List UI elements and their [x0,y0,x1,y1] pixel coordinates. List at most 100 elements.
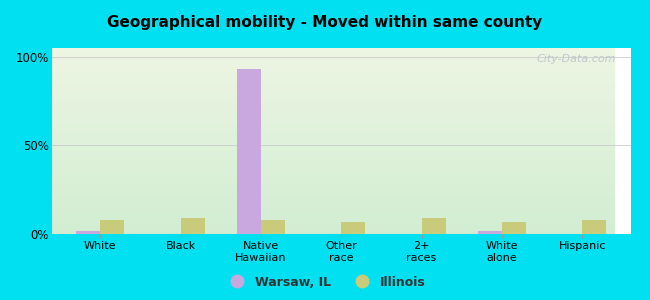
Bar [52,96,614,98]
Bar [582,220,606,234]
Bar [52,60,614,62]
Bar [52,100,614,101]
Bar [52,143,614,145]
Bar [52,88,614,89]
Bar [478,231,502,234]
Bar [52,53,614,54]
Bar [52,83,614,84]
Bar [52,162,614,163]
Bar [52,172,614,173]
Bar [52,137,614,139]
Bar [52,200,614,202]
Bar [52,130,614,131]
Bar [52,183,614,184]
Bar [52,128,614,129]
Bar [52,222,614,223]
Bar [52,58,614,59]
Bar [52,146,614,147]
Bar [52,107,614,109]
Bar [52,188,614,189]
Bar [52,169,614,171]
Bar [52,192,614,193]
Bar [52,163,614,165]
Bar [52,49,614,50]
Bar [52,154,614,156]
Bar [52,179,614,181]
Bar [181,218,205,234]
Bar [52,215,614,217]
Bar [52,198,614,199]
Bar [52,202,614,203]
Bar [52,125,614,126]
Bar [52,89,614,90]
Bar [52,117,614,119]
Bar [52,129,614,130]
Bar [52,217,614,218]
Bar [52,98,614,99]
Bar [52,114,614,115]
Bar [52,132,614,134]
Bar [52,147,614,148]
Bar [52,161,614,162]
Bar [52,229,614,230]
Bar [52,142,614,143]
Bar [261,220,285,234]
Bar [52,226,614,228]
Bar [52,220,614,222]
Bar [76,231,100,234]
Bar [52,168,614,169]
Bar [52,126,614,128]
Bar [52,63,614,64]
Bar [52,72,614,73]
Bar [52,194,614,196]
Bar [52,54,614,56]
Bar [52,82,614,83]
Bar [52,213,614,214]
Bar [52,207,614,208]
Bar [52,193,614,194]
Bar [100,220,124,234]
Bar [52,165,614,166]
Bar [52,79,614,80]
Bar [52,208,614,209]
Bar [52,196,614,197]
Bar [52,105,614,106]
Bar [52,228,614,229]
Bar [52,176,614,177]
Bar [52,131,614,132]
Bar [237,69,261,234]
Bar [52,67,614,68]
Bar [52,101,614,103]
Bar [52,61,614,63]
Bar [52,84,614,85]
Bar [52,86,614,88]
Bar [52,187,614,188]
Bar [52,135,614,136]
Bar [52,93,614,94]
Bar [52,214,614,215]
Bar [52,209,614,210]
Bar [52,139,614,140]
Bar [52,56,614,57]
Bar [52,182,614,183]
Bar [52,173,614,175]
Bar [52,73,614,74]
Bar [52,190,614,192]
Bar [52,85,614,86]
Bar [52,57,614,58]
Bar [52,141,614,142]
Bar [52,92,614,93]
Bar [52,68,614,69]
Text: City-Data.com: City-Data.com [536,54,616,64]
Bar [52,74,614,75]
Bar [52,99,614,100]
Bar [52,230,614,232]
Text: Geographical mobility - Moved within same county: Geographical mobility - Moved within sam… [107,15,543,30]
Bar [52,203,614,204]
Bar [52,80,614,82]
Bar [52,171,614,172]
Bar [52,153,614,154]
Bar [52,69,614,70]
Bar [52,115,614,116]
Bar [52,232,614,233]
